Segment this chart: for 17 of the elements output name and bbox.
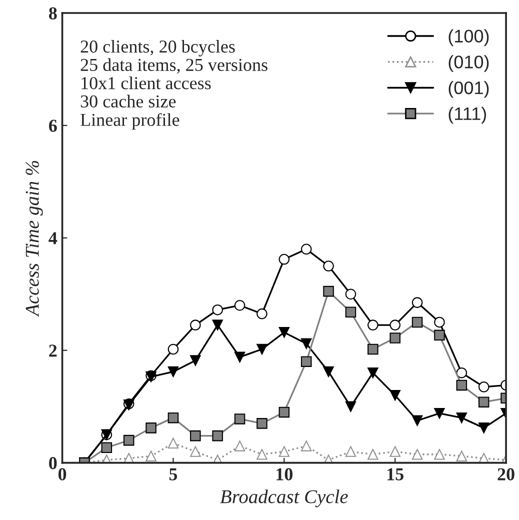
legend-label: (111)	[448, 106, 486, 124]
legend-label: (010)	[448, 55, 489, 72]
y-tick-label: 0	[49, 457, 57, 470]
x-tick-label: 0	[58, 468, 66, 480]
y-tick-label: 2	[49, 344, 57, 357]
x-tick-label: 10	[276, 468, 292, 480]
y-tick-label: 4	[48, 232, 58, 244]
y-axis-title: Access Time gain %	[26, 160, 43, 317]
x-tick-label: 15	[388, 468, 404, 480]
y-tick-label: 8	[48, 7, 57, 20]
legend-label: (001)	[448, 80, 489, 98]
legend-label: (100)	[448, 29, 489, 46]
y-tick-label: 6	[49, 120, 57, 132]
annotation: 20 clients, 20 bcycles 25 data items, 25 versions 10x1 client access 30 cache size Linear profile	[80, 40, 268, 130]
x-tick-label: 20	[498, 468, 514, 480]
x-axis-title: Broadcast Cycle	[220, 490, 348, 508]
x-tick-label: 5	[169, 468, 178, 480]
